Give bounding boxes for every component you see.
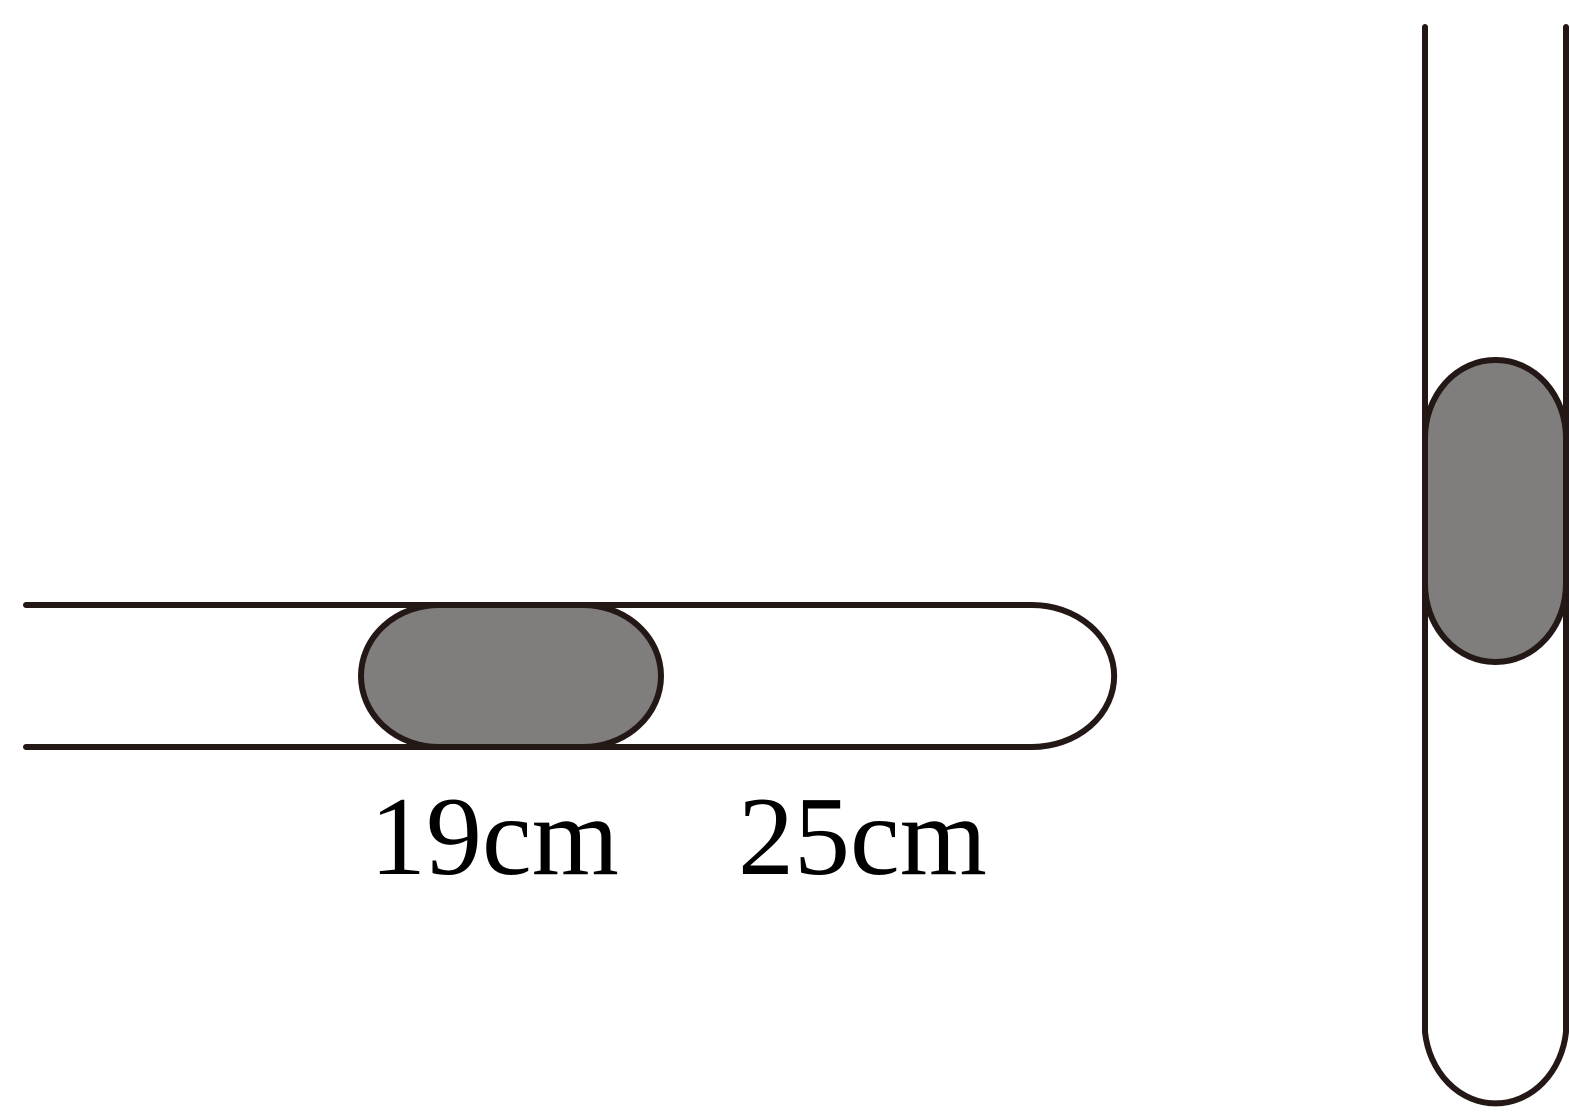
- horizontal-mercury-column: [358, 602, 664, 750]
- air-column-length-label: 25cm: [738, 775, 987, 899]
- vertical-tube-wall: [1422, 24, 1569, 1107]
- mercury-length-label: 19cm: [370, 775, 619, 899]
- vertical-mercury-column: [1422, 357, 1569, 665]
- horizontal-tube: [23, 602, 1118, 750]
- vertical-tube: [1422, 24, 1569, 1107]
- horizontal-tube-wall: [23, 602, 1118, 750]
